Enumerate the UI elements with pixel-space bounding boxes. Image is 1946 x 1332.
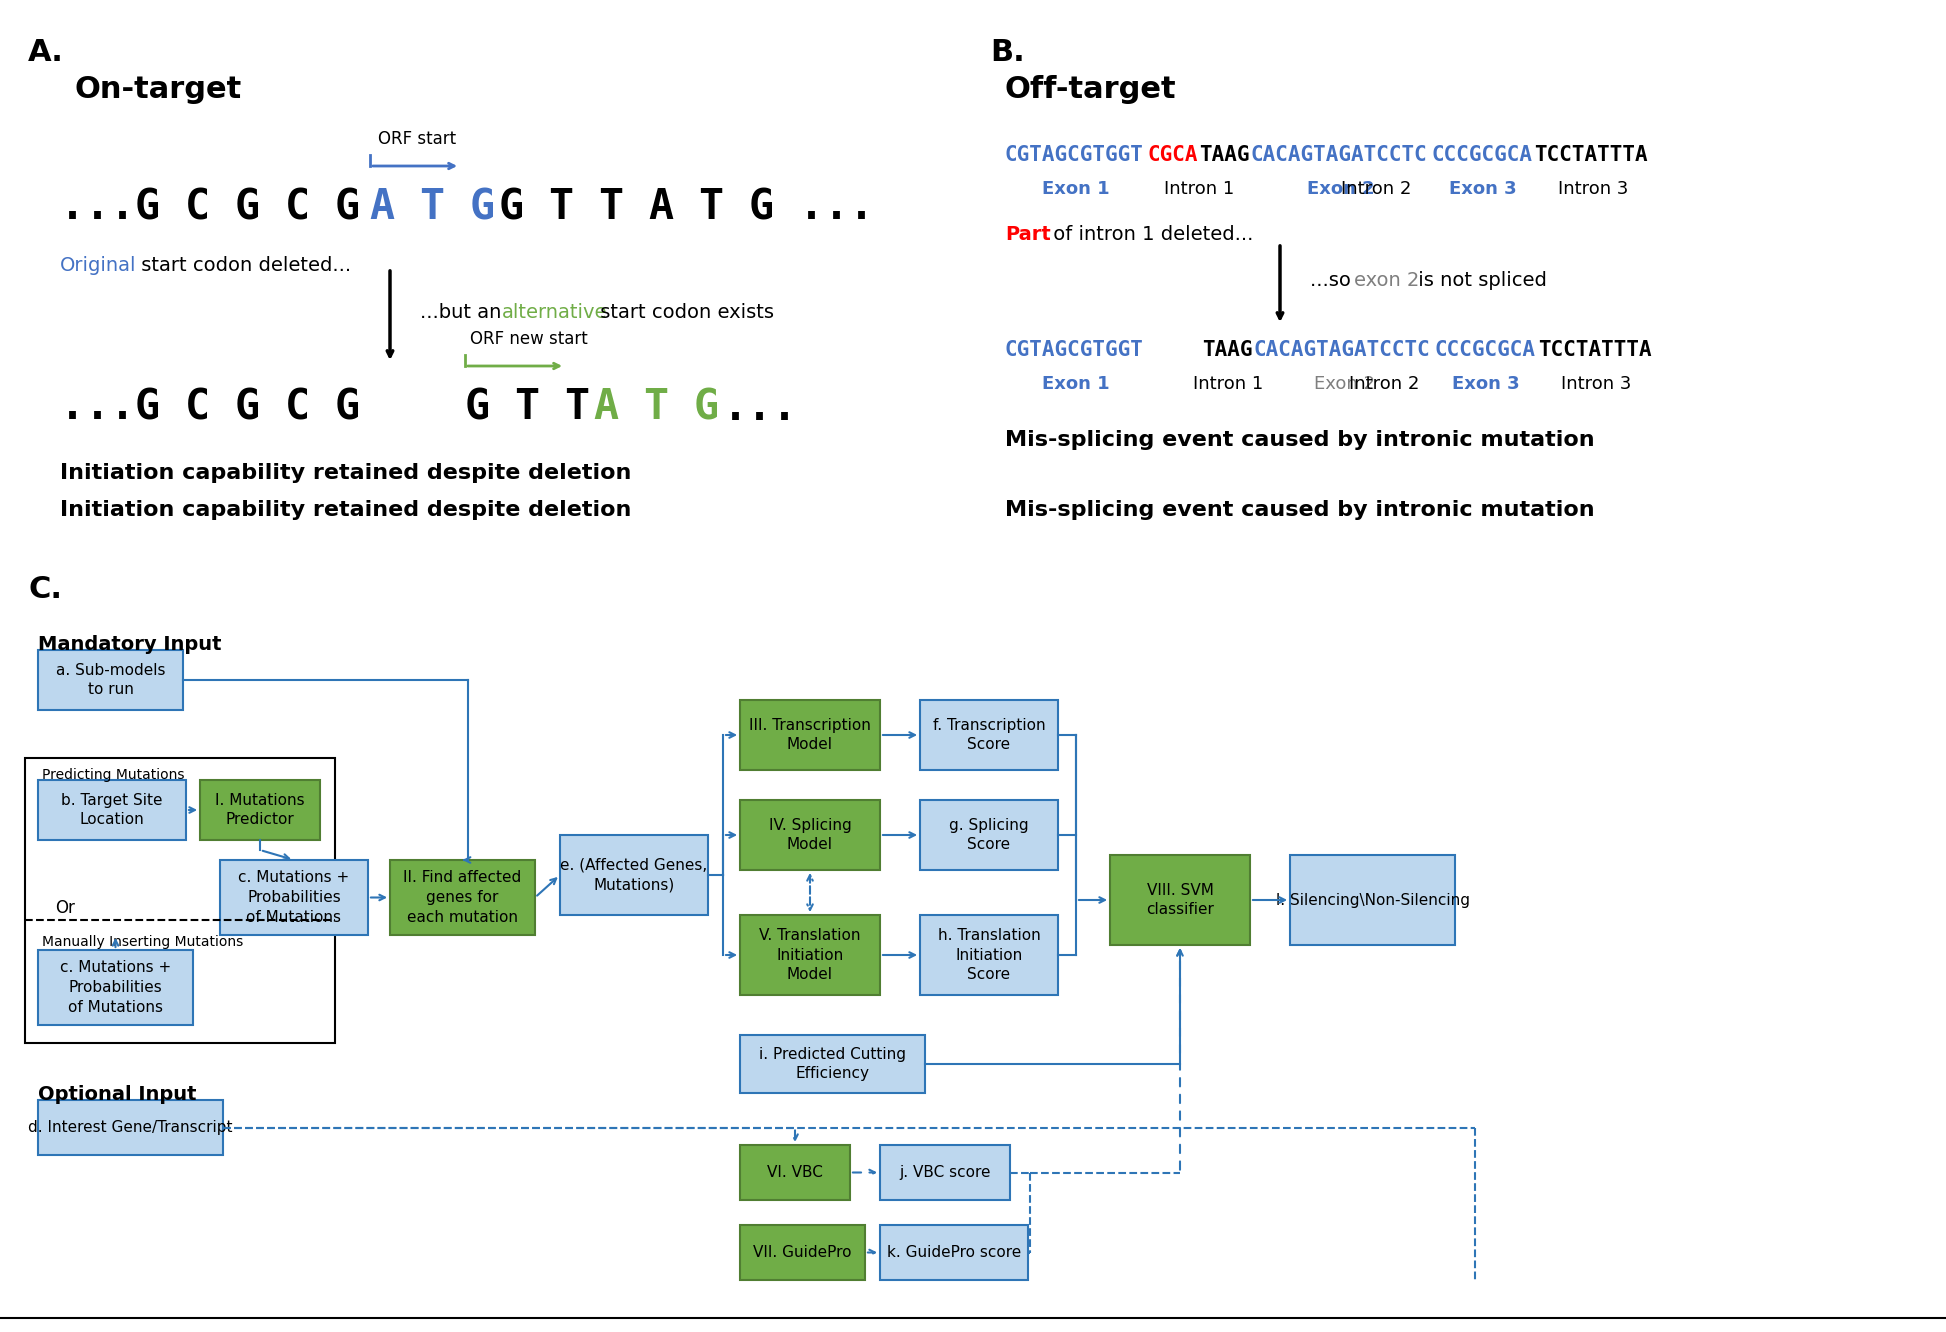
- FancyBboxPatch shape: [39, 781, 187, 840]
- Text: Exon 1: Exon 1: [1043, 180, 1109, 198]
- Text: exon 2: exon 2: [1354, 270, 1419, 289]
- FancyBboxPatch shape: [739, 1146, 850, 1200]
- Text: I. Mutations
Predictor: I. Mutations Predictor: [216, 793, 306, 827]
- Text: V. Translation
Initiation
Model: V. Translation Initiation Model: [759, 927, 860, 982]
- FancyBboxPatch shape: [200, 781, 319, 840]
- FancyBboxPatch shape: [739, 701, 880, 770]
- Text: i. Predicted Cutting
Efficiency: i. Predicted Cutting Efficiency: [759, 1047, 907, 1082]
- Text: Intron 2: Intron 2: [1349, 376, 1419, 393]
- FancyBboxPatch shape: [39, 950, 193, 1026]
- Text: g. Splicing
Score: g. Splicing Score: [950, 818, 1029, 852]
- Text: Predicting Mutations: Predicting Mutations: [43, 769, 185, 782]
- Text: TAAG: TAAG: [1199, 145, 1249, 165]
- Text: j. VBC score: j. VBC score: [899, 1166, 991, 1180]
- Text: Intron 3: Intron 3: [1557, 180, 1629, 198]
- Text: IV. Splicing
Model: IV. Splicing Model: [769, 818, 852, 852]
- Text: VIII. SVM
classifier: VIII. SVM classifier: [1146, 883, 1214, 918]
- Text: Intron 3: Intron 3: [1561, 376, 1631, 393]
- Text: III. Transcription
Model: III. Transcription Model: [749, 718, 872, 753]
- Text: Exon 2: Exon 2: [1308, 180, 1374, 198]
- Text: CGTAGCGTGGT: CGTAGCGTGGT: [1004, 145, 1144, 165]
- Text: ...but an: ...but an: [420, 304, 508, 322]
- Text: Manually Inserting Mutations: Manually Inserting Mutations: [43, 935, 243, 948]
- Text: Optional Input: Optional Input: [39, 1086, 197, 1104]
- Text: Exon 3: Exon 3: [1452, 376, 1520, 393]
- Text: Initiation capability retained despite deletion: Initiation capability retained despite d…: [60, 500, 631, 519]
- FancyBboxPatch shape: [880, 1146, 1010, 1200]
- Text: d. Interest Gene/Transcript: d. Interest Gene/Transcript: [29, 1120, 234, 1135]
- Text: Intron 2: Intron 2: [1341, 180, 1411, 198]
- Text: ...: ...: [724, 388, 798, 429]
- Text: VI. VBC: VI. VBC: [767, 1166, 823, 1180]
- Text: On-target: On-target: [76, 75, 241, 104]
- FancyBboxPatch shape: [389, 860, 535, 935]
- FancyBboxPatch shape: [39, 650, 183, 710]
- Text: ...G C G C G: ...G C G C G: [60, 388, 360, 429]
- Text: alternative: alternative: [502, 304, 607, 322]
- Text: e. (Affected Genes,
Mutations): e. (Affected Genes, Mutations): [560, 858, 708, 892]
- Text: c. Mutations +
Probabilities
of Mutations: c. Mutations + Probabilities of Mutation…: [60, 960, 171, 1015]
- Text: CGCA: CGCA: [1146, 145, 1197, 165]
- FancyBboxPatch shape: [880, 1225, 1027, 1280]
- Text: Off-target: Off-target: [1004, 75, 1177, 104]
- Text: Exon 3: Exon 3: [1450, 180, 1516, 198]
- Text: CACAGTAGATCCTC: CACAGTAGATCCTC: [1251, 145, 1426, 165]
- Text: CACAGTAGATCCTC: CACAGTAGATCCTC: [1253, 340, 1430, 360]
- Text: h. Translation
Initiation
Score: h. Translation Initiation Score: [938, 927, 1041, 982]
- FancyBboxPatch shape: [39, 1100, 224, 1155]
- Text: B.: B.: [991, 39, 1026, 67]
- Text: CCCGCGCA: CCCGCGCA: [1434, 340, 1535, 360]
- Text: A.: A.: [27, 39, 64, 67]
- Text: Mis-splicing event caused by intronic mutation: Mis-splicing event caused by intronic mu…: [1004, 430, 1594, 450]
- FancyBboxPatch shape: [1290, 855, 1456, 944]
- Text: Or: Or: [54, 899, 74, 916]
- Text: CGTAGCGTGGT: CGTAGCGTGGT: [1004, 340, 1144, 360]
- Text: c. Mutations +
Probabilities
of Mutations: c. Mutations + Probabilities of Mutation…: [237, 870, 350, 924]
- FancyBboxPatch shape: [1109, 855, 1249, 944]
- Text: Mis-splicing event caused by intronic mutation: Mis-splicing event caused by intronic mu…: [1004, 500, 1594, 519]
- Text: Exon 1: Exon 1: [1043, 376, 1109, 393]
- Text: Intron 1: Intron 1: [1193, 376, 1263, 393]
- Text: start codon deleted...: start codon deleted...: [134, 256, 350, 274]
- Text: C.: C.: [27, 575, 62, 603]
- Text: Part: Part: [1004, 225, 1051, 244]
- Text: ...G C G C G: ...G C G C G: [60, 186, 360, 229]
- Text: TAAG: TAAG: [1203, 340, 1253, 360]
- Text: TCCTATTTA: TCCTATTTA: [1535, 145, 1648, 165]
- FancyBboxPatch shape: [739, 1225, 866, 1280]
- Text: G T T: G T T: [465, 388, 590, 429]
- Text: Initiation capability retained despite deletion: Initiation capability retained despite d…: [60, 464, 631, 484]
- Text: k. GuidePro score: k. GuidePro score: [887, 1245, 1022, 1260]
- Text: a. Sub-models
to run: a. Sub-models to run: [56, 662, 165, 698]
- FancyBboxPatch shape: [560, 835, 708, 915]
- Text: Mandatory Input: Mandatory Input: [39, 635, 222, 654]
- FancyBboxPatch shape: [220, 860, 368, 935]
- FancyBboxPatch shape: [739, 1035, 924, 1094]
- Text: is not spliced: is not spliced: [1413, 270, 1547, 289]
- Text: VII. GuidePro: VII. GuidePro: [753, 1245, 852, 1260]
- Text: ...so: ...so: [1310, 270, 1356, 289]
- Text: Original: Original: [60, 256, 136, 274]
- Text: start codon exists: start codon exists: [594, 304, 775, 322]
- Text: A T G: A T G: [370, 186, 494, 229]
- Text: CCCGCGCA: CCCGCGCA: [1430, 145, 1532, 165]
- Text: Exon 2: Exon 2: [1314, 376, 1374, 393]
- FancyBboxPatch shape: [739, 801, 880, 870]
- Text: II. Find affected
genes for
each mutation: II. Find affected genes for each mutatio…: [403, 870, 522, 924]
- FancyBboxPatch shape: [739, 915, 880, 995]
- FancyBboxPatch shape: [920, 701, 1059, 770]
- Text: G T T A T G ...: G T T A T G ...: [500, 186, 874, 229]
- Text: ORF new start: ORF new start: [471, 330, 588, 348]
- FancyBboxPatch shape: [920, 915, 1059, 995]
- Text: l. Silencing\Non-Silencing: l. Silencing\Non-Silencing: [1275, 892, 1469, 907]
- Text: ORF start: ORF start: [378, 131, 455, 148]
- FancyBboxPatch shape: [920, 801, 1059, 870]
- Text: f. Transcription
Score: f. Transcription Score: [932, 718, 1045, 753]
- Text: TCCTATTTA: TCCTATTTA: [1537, 340, 1652, 360]
- Text: b. Target Site
Location: b. Target Site Location: [60, 793, 163, 827]
- Text: Intron 1: Intron 1: [1164, 180, 1234, 198]
- Text: A T G: A T G: [594, 388, 720, 429]
- Text: of intron 1 deleted...: of intron 1 deleted...: [1047, 225, 1253, 244]
